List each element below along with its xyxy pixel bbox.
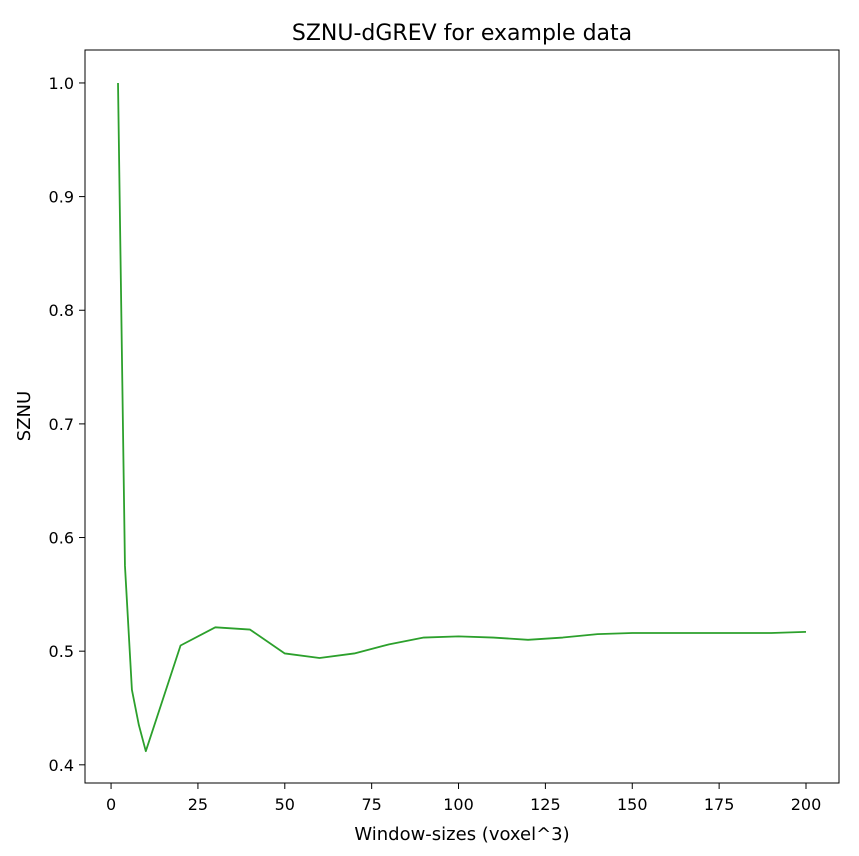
x-tick-label: 75 xyxy=(361,795,381,814)
y-tick-label: 0.4 xyxy=(49,756,74,775)
y-tick-label: 1.0 xyxy=(49,74,74,93)
x-tick-label: 100 xyxy=(443,795,474,814)
x-tick-label: 25 xyxy=(188,795,208,814)
y-axis: 0.4 0.5 0.6 0.7 0.8 0.9 1.0 xyxy=(49,74,85,775)
x-tick-label: 175 xyxy=(704,795,735,814)
x-axis: 0 25 50 75 100 125 150 175 200 xyxy=(106,783,821,814)
y-tick-label: 0.6 xyxy=(49,529,74,548)
y-tick-label: 0.5 xyxy=(49,642,74,661)
y-tick-label: 0.7 xyxy=(49,415,74,434)
series-line-0 xyxy=(117,82,807,753)
x-tick-label: 125 xyxy=(530,795,561,814)
x-tick-label: 0 xyxy=(106,795,116,814)
y-tick-label: 0.9 xyxy=(49,188,74,207)
x-axis-label: Window-sizes (voxel^3) xyxy=(354,824,569,845)
x-tick-label: 50 xyxy=(275,795,295,814)
plot-frame xyxy=(84,49,840,784)
series-group xyxy=(117,82,807,753)
x-tick-label: 150 xyxy=(617,795,648,814)
y-axis-label: SZNU xyxy=(14,391,35,441)
x-tick-label: 200 xyxy=(791,795,822,814)
chart-title: SZNU-dGREV for example data xyxy=(292,21,632,46)
y-tick-label: 0.8 xyxy=(49,301,74,320)
